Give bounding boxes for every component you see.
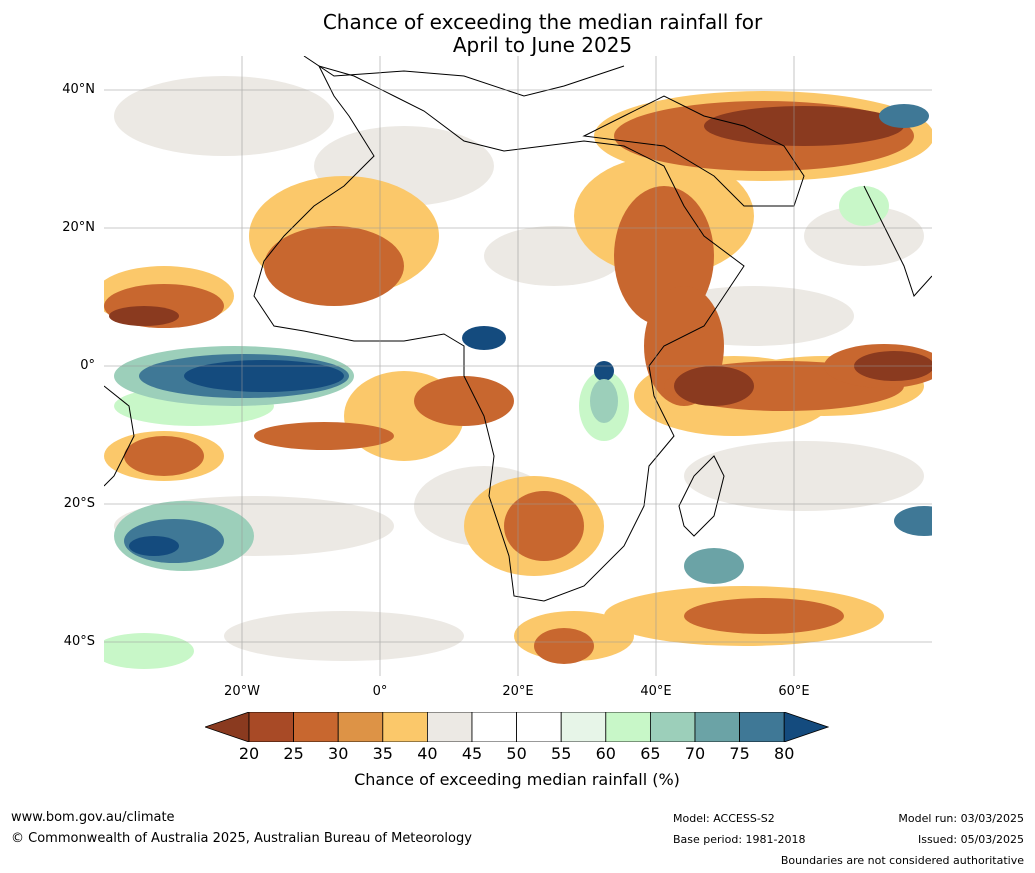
colorbar-segment	[382, 712, 428, 742]
colorbar-tick-label: 50	[506, 744, 527, 763]
madagascar-coastline	[678, 455, 725, 537]
colorbar-tick-label: 35	[372, 744, 393, 763]
colorbar-tick-label: 80	[774, 744, 795, 763]
above-median-strong-regions	[114, 104, 932, 584]
colorbar-extend-high	[783, 712, 829, 742]
colorbar-segment	[605, 712, 651, 742]
below-median-darkest-regions	[109, 106, 932, 406]
south-america-coastline	[104, 385, 135, 487]
colorbar-tick-label: 65	[640, 744, 661, 763]
colorbar-tick-label: 70	[684, 744, 706, 763]
colorbar-segment	[337, 712, 384, 742]
lat-label-equator: 0°	[80, 358, 95, 373]
colorbar-segment	[649, 712, 696, 742]
india-coastline	[863, 185, 932, 297]
colorbar-segment	[426, 712, 473, 742]
copyright-text: © Commonwealth of Australia 2025, Austra…	[11, 831, 472, 846]
colorbar-segment	[560, 712, 607, 742]
colorbar-segment	[471, 712, 517, 742]
colorbar-tick-label: 20	[238, 744, 260, 763]
colorbar-extend-low	[205, 712, 250, 742]
lat-label-20s: 20°S	[63, 496, 95, 511]
lon-label-40e: 40°E	[640, 684, 672, 699]
map-title-line-2: April to June 2025	[452, 33, 633, 57]
colorbar-tick-label: 55	[551, 744, 572, 763]
colorbar-tick-label: 25	[283, 744, 304, 763]
rainfall-map	[104, 56, 932, 676]
website-link[interactable]: www.bom.gov.au/climate	[11, 810, 175, 825]
boundaries-disclaimer: Boundaries are not considered authoritat…	[780, 854, 1024, 867]
lon-label-60e: 60°E	[778, 684, 810, 699]
lat-label-40n: 40°N	[62, 82, 95, 97]
colorbar-tick-label: 30	[328, 744, 349, 763]
colorbar	[205, 712, 829, 742]
colorbar-segment	[739, 712, 785, 742]
europe-coastline	[303, 56, 625, 97]
rainfall-map-svg	[104, 56, 932, 676]
colorbar-tick-label: 75	[729, 744, 750, 763]
model-run-date: Model run: 03/03/2025	[898, 812, 1024, 825]
colorbar-tick-label: 60	[595, 744, 616, 763]
lat-label-20n: 20°N	[62, 220, 95, 235]
map-title-line-1: Chance of exceeding the median rainfall …	[322, 10, 763, 34]
issued-date: Issued: 05/03/2025	[917, 833, 1024, 846]
graticule	[104, 56, 932, 676]
colorbar-segment	[293, 712, 339, 742]
lat-label-40s: 40°S	[63, 634, 95, 649]
colorbar-label: Chance of exceeding median rainfall (%)	[354, 770, 680, 789]
lon-label-20w: 20°W	[224, 684, 260, 699]
colorbar-tick-label: 45	[461, 744, 483, 763]
colorbar-segment	[694, 712, 740, 742]
colorbar-segment	[248, 712, 294, 742]
lon-label-0: 0°	[372, 684, 388, 699]
base-period: Base period: 1981-2018	[673, 833, 806, 846]
colorbar-tick-label: 40	[417, 744, 438, 763]
africa-coastline	[253, 65, 745, 602]
model-name: Model: ACCESS-S2	[673, 812, 775, 825]
lon-label-20e: 20°E	[502, 684, 534, 699]
colorbar-segment	[516, 712, 562, 742]
